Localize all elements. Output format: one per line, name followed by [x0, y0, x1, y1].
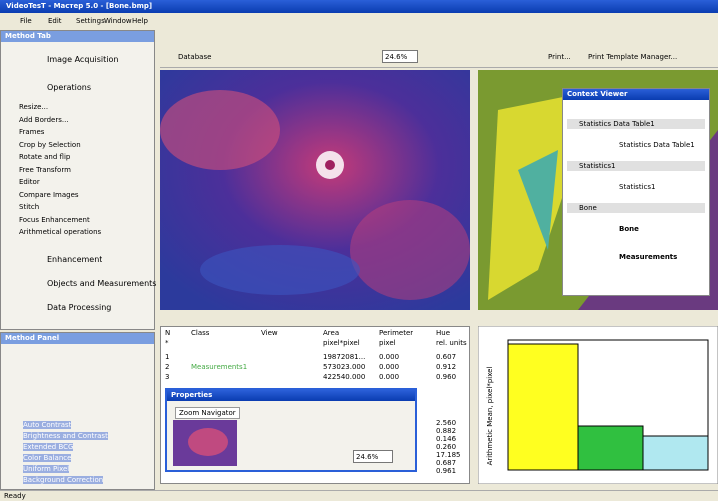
menu-bar: File Edit Settings Window Help [20, 16, 320, 28]
menu-item[interactable]: Settings [76, 17, 105, 25]
zoom-box[interactable]: 24.6% [382, 50, 418, 63]
bone-image [160, 70, 470, 310]
table-cell: 0.000 [379, 373, 400, 381]
window-title: Context Viewer [563, 89, 709, 100]
unit-cell: pixel*pixel [323, 339, 360, 347]
group-button[interactable]: Data Processing [47, 302, 112, 312]
table-cell: 422540.000 [323, 373, 366, 381]
column-header: View [261, 329, 278, 337]
table-cell: 2 [165, 363, 170, 371]
toolbar: Database 24.6% Print... Print Template M… [160, 46, 718, 68]
context-viewer: Context Viewer Statistics Data Table1 Sta… [562, 88, 710, 296]
menu-item[interactable]: Crop by Selection [19, 140, 81, 149]
group-button[interactable]: Objects and Measurements [47, 278, 157, 288]
menu-item[interactable]: Resize... [19, 103, 49, 111]
column-header: Class [191, 329, 210, 337]
menu-item[interactable]: Frames [19, 128, 45, 136]
column-header: Area [323, 329, 340, 337]
table-cell: 1 [165, 353, 170, 361]
group-button[interactable]: Operations [47, 83, 91, 92]
table-cell: 0.000 [379, 353, 400, 361]
table-cell: 2.560 [436, 419, 457, 427]
window-title: VideoTesT - Мастер 5.0 - [Bone.bmp] [6, 2, 153, 10]
menu-item[interactable]: Add Borders... [19, 115, 69, 124]
column-header: N [165, 329, 171, 337]
status-bar: Ready [0, 490, 718, 501]
list-item[interactable]: Uniform Pixel [23, 465, 70, 473]
menu-item[interactable]: Compare Images [19, 190, 79, 199]
database-button[interactable]: Database [178, 53, 212, 61]
table-cell: 19872081... [323, 353, 366, 361]
list-item[interactable]: Statistics1 [619, 183, 656, 191]
menu-item[interactable]: Editor [19, 178, 40, 186]
list-item[interactable]: Measurements [619, 253, 678, 261]
list-item[interactable]: Auto Contrast [23, 421, 72, 429]
unit-cell: * [165, 339, 169, 347]
list-item[interactable]: Statistics Data Table1 [619, 141, 695, 149]
menu-item[interactable]: Rotate and flip [19, 153, 71, 161]
properties-window: Properties Zoom Navigator 24.6% [165, 388, 417, 472]
table-cell: 0.912 [436, 363, 457, 371]
list-item[interactable]: Brightness and Contrast [23, 432, 108, 440]
section-header[interactable]: Bone [567, 203, 705, 213]
list-item[interactable]: Bone [619, 225, 639, 233]
zoom-box[interactable]: 24.6% [353, 450, 393, 463]
table-cell: 0.607 [436, 353, 457, 361]
menu-item[interactable]: Window [104, 17, 132, 25]
table-cell: 0.882 [436, 427, 457, 435]
unit-cell: rel. units [436, 339, 467, 347]
column-header: Hue [436, 329, 451, 337]
list-item[interactable]: Color Balance [23, 454, 72, 462]
zoom-value: 24.6% [356, 453, 379, 461]
menu-item[interactable]: Focus Enhancement [19, 215, 90, 224]
table-cell: 0.960 [436, 373, 457, 381]
table-cell: 0.687 [436, 459, 457, 467]
table-cell: 17.185 [436, 451, 461, 459]
table-cell: 0.260 [436, 443, 457, 451]
status-text: Ready [4, 492, 26, 500]
column-header: Perimeter [379, 329, 414, 337]
thumbnail [173, 420, 237, 466]
menu-item[interactable]: Help [132, 17, 148, 25]
table-cell: 0.961 [436, 467, 457, 475]
table-cell: 0.146 [436, 435, 457, 443]
axis-label: Arithmetic Mean, pixel*pixel [486, 367, 494, 466]
method-tab: Method Tab Image Acquisition Operations Re… [0, 30, 157, 330]
chart-window: Arithmetic Mean, pixel*pixel [478, 326, 718, 484]
tab[interactable]: Zoom Navigator [175, 407, 240, 419]
menu-item[interactable]: Edit [48, 17, 62, 25]
menu-item[interactable]: Arithmetical operations [19, 228, 102, 236]
panel-title: Method Tab [1, 31, 154, 42]
menu-item[interactable]: Stitch [19, 203, 40, 211]
group-button[interactable]: Enhancement [47, 254, 103, 264]
print-button[interactable]: Print... [548, 53, 571, 61]
table-cell: 573023.000 [323, 363, 366, 371]
title-bar: VideoTesT - Мастер 5.0 - [Bone.bmp] [0, 0, 718, 13]
section-header[interactable]: Statistics1 [567, 161, 705, 171]
method-panel: Method Panel Auto Contrast Brightness and… [0, 332, 155, 490]
group-button[interactable]: Image Acquisition [47, 55, 119, 64]
list-item[interactable]: Background Correction [23, 476, 104, 484]
menu-item[interactable]: File [20, 17, 32, 25]
section-header[interactable]: Statistics Data Table1 [567, 119, 705, 129]
unit-cell: pixel [379, 339, 396, 347]
template-button[interactable]: Print Template Manager... [588, 53, 678, 61]
table-cell: 0.000 [379, 363, 400, 371]
zoom-value: 24.6% [385, 53, 408, 61]
list-item[interactable]: Extended BCG [23, 443, 74, 451]
table-cell: 3 [165, 373, 170, 381]
panel-title: Method Panel [1, 333, 154, 344]
window-title: Properties [167, 390, 415, 401]
menu-item[interactable]: Free Transform [19, 165, 71, 174]
table-cell: Measurements1 [191, 363, 247, 371]
